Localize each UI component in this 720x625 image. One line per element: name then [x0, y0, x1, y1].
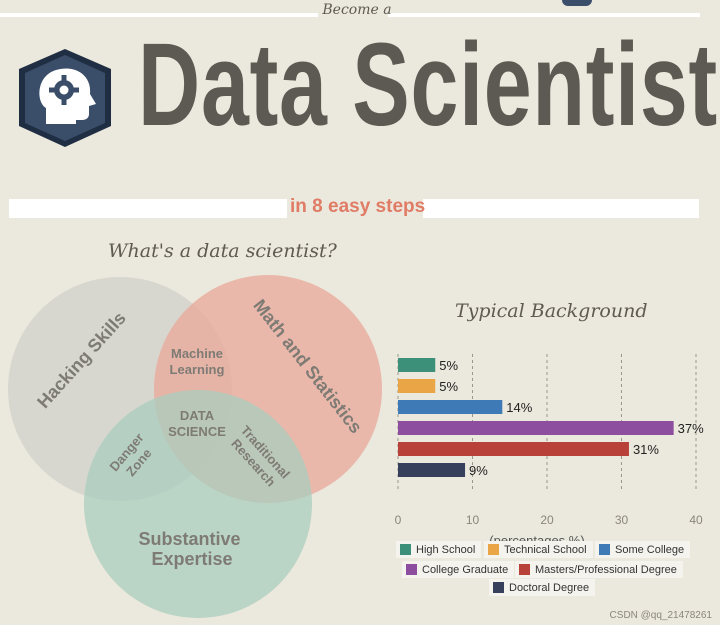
x-tick-label: 40 — [689, 513, 703, 527]
top-rule-left — [0, 13, 318, 17]
bar — [398, 379, 436, 393]
bar-value-label: 9% — [469, 463, 488, 478]
bar — [398, 421, 674, 435]
legend-label: High School — [416, 543, 476, 556]
legend-swatch — [406, 564, 417, 575]
venn-circle-substantive — [84, 390, 312, 618]
legend-label: Doctoral Degree — [509, 581, 590, 594]
bar — [398, 400, 503, 414]
venn-label-substantive: Substantive — [138, 529, 240, 549]
legend-item-college-graduate: College Graduate — [402, 561, 515, 578]
legend-swatch — [493, 582, 504, 593]
legend-item-masters: Masters/Professional Degree — [515, 561, 683, 578]
bar — [398, 463, 466, 477]
venn-question: What's a data scientist? — [108, 240, 337, 262]
legend-label: Some College — [615, 543, 685, 556]
venn-label-machine-learning: Machine Learning — [170, 346, 225, 377]
bar-value-label: 31% — [633, 442, 659, 457]
legend-item-some-college: Some College — [595, 541, 691, 558]
x-tick-label: 0 — [395, 513, 402, 527]
steps-rule-right — [423, 199, 699, 218]
legend-item-doctoral: Doctoral Degree — [489, 579, 596, 596]
bar — [398, 358, 436, 372]
legend-item-high-school: High School — [396, 541, 482, 558]
background-bar-chart: 0 10 20 30 405%5%14%37%31%9%(percentages %) — [395, 354, 704, 546]
bar — [398, 442, 629, 456]
bar-value-label: 5% — [439, 379, 458, 394]
legend-swatch — [519, 564, 530, 575]
venn-diagram: Hacking Skills Math and Statistics Subst… — [8, 275, 382, 618]
top-rule-right — [388, 13, 700, 17]
venn-label-substantive-1: Substantive Expertise — [138, 529, 245, 569]
venn-label-substantive-2: Expertise — [151, 549, 232, 569]
bar-value-label: 37% — [678, 421, 704, 436]
page-title: Data Scientist — [138, 19, 718, 151]
legend-item-technical-school: Technical School — [484, 541, 593, 558]
legend-swatch — [400, 544, 411, 555]
bar-value-label: 5% — [439, 358, 458, 373]
head-gear-icon — [19, 49, 111, 147]
legend-label: College Graduate — [422, 563, 509, 576]
x-tick-label: 30 — [615, 513, 629, 527]
x-tick-label: 10 — [466, 513, 480, 527]
legend-swatch — [599, 544, 610, 555]
x-tick-label: 20 — [540, 513, 554, 527]
chart-title: Typical Background — [455, 300, 648, 322]
watermark: CSDN @qq_21478261 — [609, 610, 712, 621]
legend-label: Masters/Professional Degree — [535, 563, 677, 576]
steps-subtitle: in 8 easy steps — [290, 196, 426, 217]
header-become-text: Become a — [322, 2, 392, 18]
steps-rule-left — [9, 199, 287, 218]
legend-swatch — [488, 544, 499, 555]
legend-label: Technical School — [504, 543, 587, 556]
venn-label-data-science: DATA SCIENCE — [168, 408, 226, 439]
bar-value-label: 14% — [506, 400, 532, 415]
top-badge-fragment — [562, 0, 592, 6]
